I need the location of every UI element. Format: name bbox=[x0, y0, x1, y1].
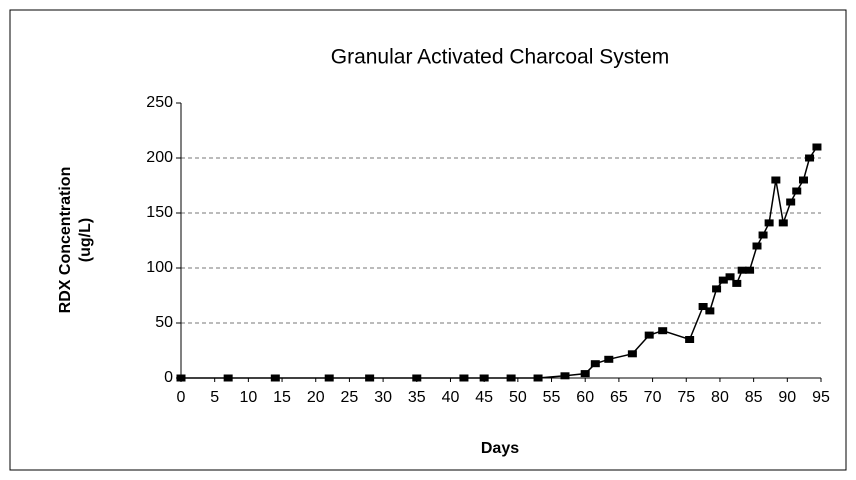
data-point bbox=[712, 285, 722, 293]
data-point bbox=[705, 307, 715, 315]
data-line bbox=[181, 146, 818, 379]
y-tick-label: 0 bbox=[164, 369, 173, 386]
data-point bbox=[644, 331, 654, 339]
x-tick-label: 40 bbox=[442, 389, 460, 406]
x-tick-label: 65 bbox=[610, 389, 628, 406]
y-tick-label: 150 bbox=[146, 204, 173, 221]
x-tick-label: 55 bbox=[543, 389, 561, 406]
data-point bbox=[764, 219, 774, 227]
data-point bbox=[604, 355, 614, 363]
data-point bbox=[745, 266, 755, 274]
x-tick-label: 95 bbox=[812, 389, 830, 406]
frame bbox=[9, 9, 847, 471]
data-point bbox=[812, 143, 822, 151]
x-tick-label: 20 bbox=[307, 389, 325, 406]
x-tick-label: 75 bbox=[677, 389, 695, 406]
x-tick-label: 25 bbox=[341, 389, 359, 406]
data-point bbox=[752, 242, 762, 250]
data-point bbox=[479, 374, 489, 382]
y-tick-label: 100 bbox=[146, 259, 173, 276]
data-point bbox=[786, 198, 796, 206]
x-tick-label: 30 bbox=[374, 389, 392, 406]
data-point bbox=[725, 273, 735, 281]
x-tick-label: 10 bbox=[239, 389, 257, 406]
data-point bbox=[792, 187, 802, 195]
data-point bbox=[732, 279, 742, 287]
x-tick-label: 45 bbox=[475, 389, 493, 406]
x-tick-label: 90 bbox=[778, 389, 796, 406]
y-tick-label: 250 bbox=[146, 94, 173, 111]
data-point bbox=[176, 374, 186, 382]
x-tick-label: 85 bbox=[745, 389, 763, 406]
data-point bbox=[459, 374, 469, 382]
chart-title: Granular Activated Charcoal System bbox=[331, 46, 669, 69]
x-tick-label: 80 bbox=[711, 389, 729, 406]
x-tick-label: 60 bbox=[576, 389, 594, 406]
data-point bbox=[658, 327, 668, 335]
data-point bbox=[778, 219, 788, 227]
x-tick-label: 5 bbox=[210, 389, 219, 406]
data-point bbox=[324, 374, 334, 382]
data-point bbox=[533, 374, 543, 382]
y-tick-label: 50 bbox=[155, 314, 173, 331]
data-point bbox=[685, 336, 695, 343]
data-point bbox=[365, 374, 375, 382]
x-tick-label: 0 bbox=[177, 389, 186, 406]
data-point bbox=[771, 176, 781, 184]
data-point bbox=[270, 374, 280, 382]
y-tick-label: 200 bbox=[146, 149, 173, 166]
x-tick-label: 50 bbox=[509, 389, 527, 406]
x-tick-label: 15 bbox=[273, 389, 291, 406]
data-point bbox=[627, 350, 637, 358]
x-tick-label: 35 bbox=[408, 389, 426, 406]
data-point bbox=[580, 370, 590, 378]
y-axis-label: (ug/L) bbox=[77, 218, 94, 262]
data-point bbox=[805, 154, 815, 162]
data-point bbox=[560, 372, 570, 380]
x-tick-label: 70 bbox=[644, 389, 662, 406]
data-point bbox=[718, 276, 728, 284]
data-point bbox=[590, 360, 600, 368]
data-point bbox=[412, 374, 422, 382]
data-point bbox=[798, 176, 808, 184]
x-axis-label: Days bbox=[481, 440, 519, 457]
data-point bbox=[758, 231, 768, 239]
y-axis-label: RDX Concentration bbox=[57, 167, 74, 314]
data-point bbox=[698, 303, 708, 310]
data-point bbox=[737, 266, 747, 274]
data-point bbox=[223, 374, 233, 382]
data-point bbox=[506, 374, 516, 382]
